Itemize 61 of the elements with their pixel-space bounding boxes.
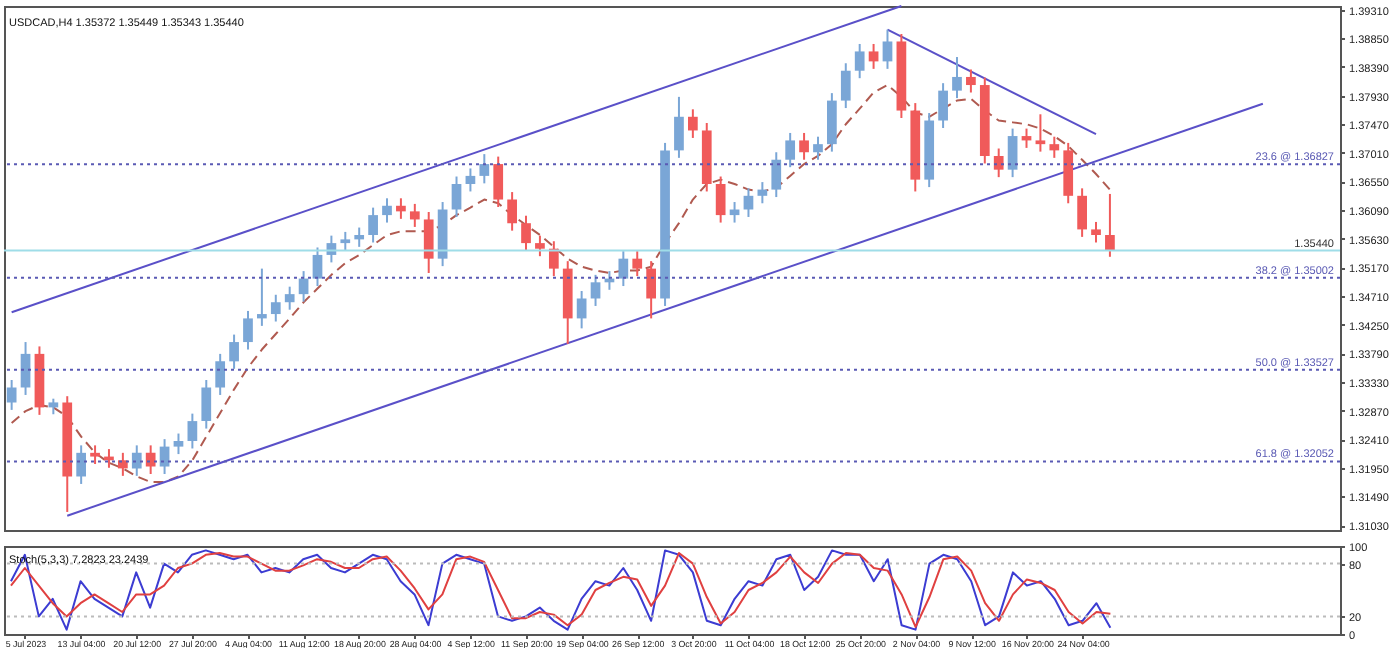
candlestick	[1007, 127, 1018, 179]
candlestick	[284, 285, 295, 311]
candlestick	[493, 155, 504, 209]
candlestick	[76, 444, 87, 485]
candlestick	[423, 210, 434, 274]
candlestick	[451, 175, 462, 218]
candlestick	[868, 42, 879, 70]
candlestick	[646, 260, 657, 320]
candlestick	[535, 234, 545, 258]
candlestick	[521, 214, 531, 252]
candlestick	[382, 197, 392, 224]
candlestick	[145, 444, 156, 475]
candlestick	[243, 309, 253, 351]
candlestick	[687, 108, 698, 139]
candlestick	[548, 240, 559, 278]
candlestick	[1105, 192, 1115, 258]
candlestick	[229, 333, 239, 370]
candlestick	[131, 444, 142, 477]
candlestick	[854, 42, 865, 80]
candlestick	[590, 273, 601, 307]
candlestick	[618, 250, 629, 288]
candlestick	[187, 412, 198, 450]
candlestick	[312, 246, 323, 288]
candlestick	[882, 28, 893, 70]
candlestick	[952, 56, 962, 100]
line-series	[10, 84, 1111, 484]
candlestick	[257, 267, 267, 327]
candlestick	[966, 68, 976, 94]
candlestick	[674, 95, 684, 159]
candlestick	[840, 62, 851, 110]
candlestick	[1049, 135, 1060, 159]
candlestick	[576, 290, 587, 330]
candlestick	[993, 147, 1004, 179]
candlestick	[270, 293, 281, 323]
candlestick	[785, 131, 796, 169]
candlestick	[396, 197, 406, 220]
candlestick	[354, 226, 365, 248]
candlestick	[90, 444, 100, 466]
candlestick	[938, 82, 948, 129]
candlestick	[507, 191, 517, 232]
candlestick	[743, 187, 754, 218]
candlestick	[632, 250, 643, 278]
candlestick	[799, 131, 809, 161]
candlestick	[1077, 187, 1087, 238]
candlestick	[409, 202, 420, 228]
candlestick	[1035, 113, 1046, 153]
candlestick	[368, 206, 378, 244]
candlestick	[6, 379, 17, 411]
candlestick	[479, 153, 490, 185]
candlestick	[771, 151, 782, 199]
candlestick	[173, 432, 184, 456]
candlestick	[215, 352, 226, 396]
candlestick	[827, 92, 837, 153]
candlestick	[1091, 220, 1101, 244]
candlestick	[715, 175, 726, 224]
candlestick	[340, 230, 351, 252]
candlestick	[1063, 141, 1074, 205]
candlestick	[465, 167, 476, 193]
candlestick	[757, 181, 768, 205]
candlestick	[201, 379, 212, 430]
candlestick	[813, 135, 823, 161]
